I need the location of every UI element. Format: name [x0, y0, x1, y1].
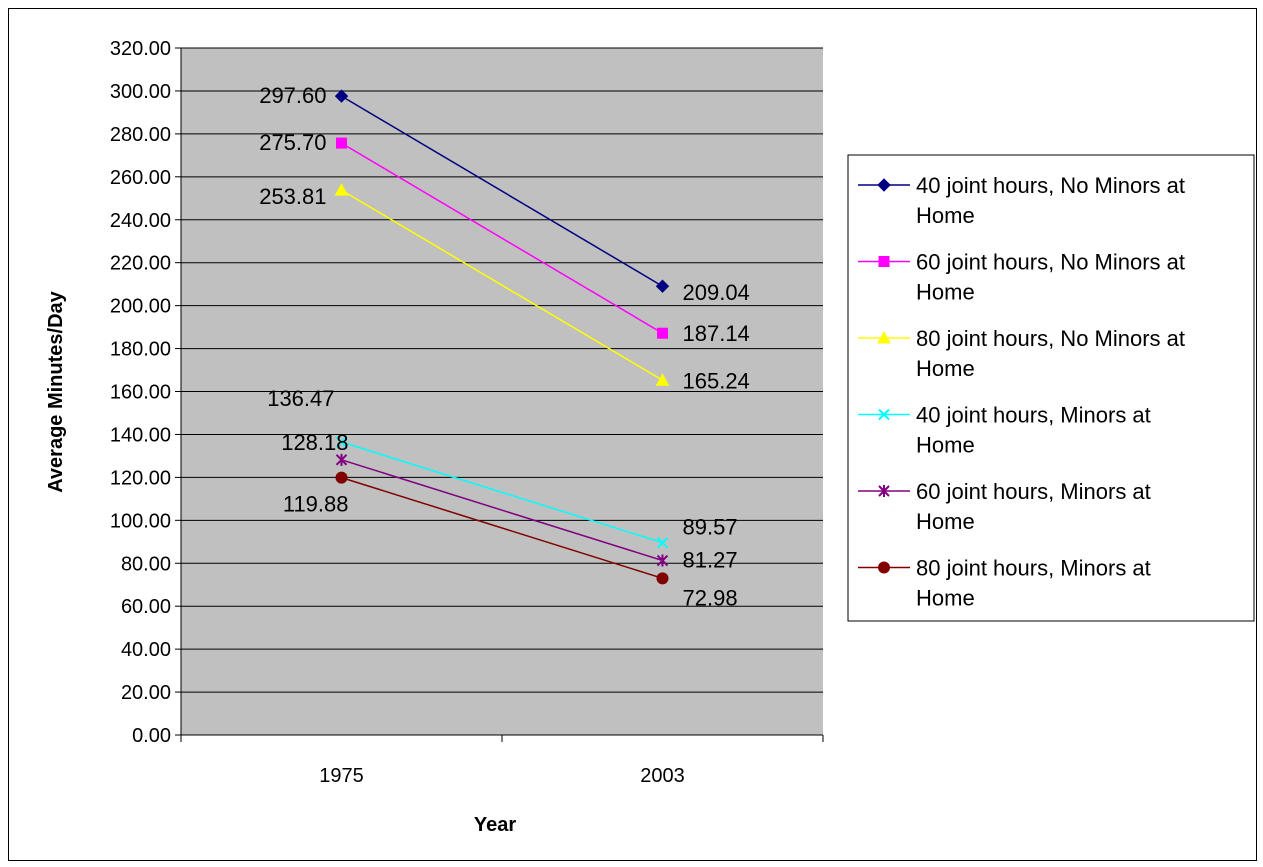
data-label: 253.81: [259, 184, 326, 209]
legend-marker: [877, 178, 891, 192]
data-label: 89.57: [683, 515, 738, 540]
y-tick-label: 240.00: [110, 210, 171, 232]
x-tick-label: 2003: [640, 765, 685, 787]
data-point: [657, 327, 668, 339]
y-tick-label: 280.00: [110, 124, 171, 146]
data-label: 128.18: [281, 430, 348, 455]
legend-label: 40 joint hours, No Minors at: [916, 173, 1185, 198]
series-line: [341, 142, 663, 334]
y-tick-label: 80.00: [121, 553, 171, 575]
data-point: [335, 436, 348, 448]
data-label: 72.98: [683, 585, 738, 610]
legend-label-cont: Home: [916, 356, 975, 381]
data-label: 187.14: [683, 321, 750, 346]
y-tick-label: 260.00: [110, 167, 171, 189]
y-axis-title: Average Minutes/Day: [45, 290, 67, 492]
data-point: [656, 554, 669, 567]
data-point: [656, 572, 669, 585]
y-tick-label: 0.00: [132, 725, 171, 747]
legend-label-cont: Home: [916, 586, 975, 611]
legend-label: 80 joint hours, No Minors at: [916, 326, 1185, 351]
series-line: [341, 459, 663, 562]
legend-box: [847, 154, 1255, 622]
data-point: [656, 536, 669, 549]
legend-marker: [878, 485, 890, 497]
y-tick-label: 200.00: [110, 296, 171, 318]
x-axis-title: Year: [474, 814, 516, 836]
legend-label: 60 joint hours, No Minors at: [916, 250, 1185, 275]
data-point: [335, 471, 348, 484]
data-point: [655, 373, 670, 386]
series-line: [341, 95, 663, 287]
data-label: 81.27: [683, 548, 738, 573]
legend-label-cont: Home: [916, 509, 975, 534]
y-tick-label: 20.00: [121, 682, 171, 704]
y-tick-label: 180.00: [110, 339, 171, 361]
y-tick-label: 100.00: [110, 510, 171, 532]
data-label: 165.24: [683, 368, 750, 393]
legend-label-cont: Home: [916, 433, 975, 458]
y-tick-label: 220.00: [110, 253, 171, 275]
data-label: 297.60: [259, 83, 326, 108]
series-line: [341, 476, 663, 580]
data-label: 275.70: [259, 130, 326, 155]
series-line: [341, 189, 663, 381]
legend-label-cont: Home: [916, 280, 975, 305]
y-tick-label: 60.00: [121, 596, 171, 618]
data-point: [655, 279, 670, 293]
y-tick-label: 40.00: [121, 639, 171, 661]
legend-marker: [877, 330, 891, 344]
x-tick-label: 1975: [319, 765, 364, 787]
data-point: [335, 453, 348, 466]
y-tick-label: 140.00: [110, 424, 171, 446]
data-point: [336, 137, 347, 149]
data-label: 119.88: [283, 492, 349, 517]
legend-marker: [878, 561, 890, 574]
legend-label: 40 joint hours, Minors at: [916, 403, 1151, 428]
legend-label: 60 joint hours, Minors at: [916, 479, 1151, 504]
data-point: [334, 89, 349, 103]
data-label: 209.04: [683, 280, 750, 305]
series-line: [341, 441, 663, 544]
data-label: 136.47: [267, 386, 334, 411]
legend-marker: [878, 408, 890, 421]
data-point: [334, 183, 349, 196]
y-tick-label: 120.00: [110, 467, 171, 489]
y-tick-label: 160.00: [110, 382, 171, 404]
legend-label-cont: Home: [916, 203, 975, 228]
legend-label: 80 joint hours, Minors at: [916, 556, 1151, 581]
y-tick-label: 300.00: [110, 81, 171, 103]
legend-marker: [878, 256, 890, 267]
y-tick-label: 320.00: [110, 38, 171, 60]
